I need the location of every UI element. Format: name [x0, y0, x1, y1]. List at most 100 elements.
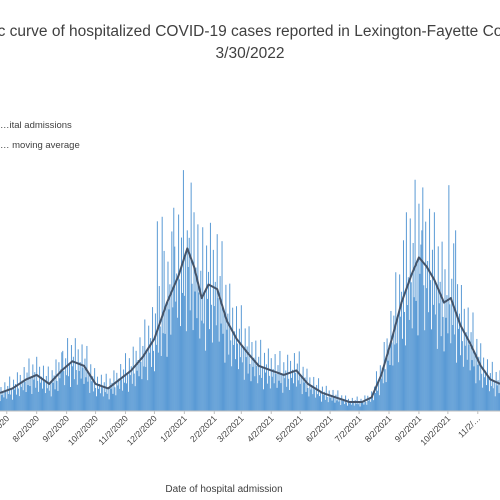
legend-label-admissions: …ital admissions — [0, 120, 72, 131]
daily-admissions-bar — [304, 377, 306, 411]
daily-admissions-bar — [88, 373, 90, 411]
daily-admissions-bar — [482, 387, 484, 411]
daily-admissions-bar — [171, 231, 173, 411]
daily-admissions-bar — [375, 371, 377, 411]
daily-admissions-bar — [284, 378, 286, 411]
daily-admissions-bar — [81, 344, 83, 411]
chart-subtitle-date: 3/30/2022 — [216, 45, 285, 62]
daily-admissions-bar — [264, 372, 266, 411]
daily-admissions-bar — [214, 281, 216, 411]
x-tick-label: 4/2/2021 — [245, 413, 276, 444]
daily-admissions-bar — [173, 207, 175, 411]
daily-admissions-bar — [133, 373, 135, 411]
daily-admissions-bar — [44, 393, 46, 411]
daily-admissions-bar — [483, 357, 485, 411]
daily-admissions-bar — [262, 367, 264, 411]
daily-admissions-bar — [57, 390, 59, 411]
daily-admissions-bar — [134, 386, 136, 411]
daily-admissions-bar — [36, 356, 38, 411]
daily-admissions-bar — [72, 356, 74, 411]
daily-admissions-bar — [416, 261, 418, 411]
daily-admissions-bar — [320, 401, 322, 411]
daily-admissions-bar — [18, 396, 20, 411]
daily-admissions-bar — [347, 398, 349, 411]
daily-admissions-bar — [471, 360, 473, 411]
daily-admissions-bar — [200, 270, 202, 411]
daily-admissions-bar — [203, 323, 205, 411]
daily-admissions-bar — [308, 396, 310, 411]
daily-admissions-bar — [162, 333, 164, 411]
daily-admissions-bar — [283, 362, 285, 411]
daily-admissions-bar — [142, 345, 144, 411]
daily-admissions-bar — [357, 404, 359, 411]
daily-admissions-bar — [344, 404, 346, 411]
daily-admissions-bar — [95, 387, 97, 411]
daily-admissions-bar — [480, 343, 482, 411]
daily-admissions-bar — [22, 390, 24, 411]
daily-admissions-bar — [349, 401, 351, 411]
daily-admissions-bar — [352, 402, 354, 411]
daily-admissions-bar — [67, 338, 69, 411]
daily-admissions-bar — [445, 317, 447, 411]
daily-admissions-bar — [236, 343, 238, 411]
daily-admissions-bar — [417, 335, 419, 411]
daily-admissions-bar — [82, 367, 84, 411]
daily-admissions-bar — [169, 284, 171, 411]
daily-admissions-bar — [361, 402, 363, 411]
daily-admissions-bar — [342, 400, 344, 411]
legend-label-moving-average: … moving average — [0, 140, 80, 151]
daily-admissions-bar — [32, 364, 34, 411]
daily-admissions-bar — [272, 369, 274, 411]
daily-admissions-bar — [70, 345, 72, 411]
daily-admissions-bar — [430, 280, 432, 411]
daily-admissions-bar — [470, 332, 472, 411]
daily-admissions-bar — [174, 246, 176, 411]
daily-admissions-bar — [50, 396, 52, 411]
daily-admissions-bar — [83, 383, 85, 411]
daily-admissions-bar — [332, 389, 334, 411]
daily-admissions-bar — [192, 330, 194, 411]
daily-admissions-bar — [220, 323, 222, 411]
daily-admissions-bar — [421, 230, 423, 411]
daily-admissions-bar — [381, 367, 383, 411]
daily-admissions-bar — [402, 240, 404, 411]
daily-admissions-bar — [430, 329, 432, 411]
daily-admissions-bar — [251, 342, 253, 411]
daily-admissions-bar — [253, 357, 255, 411]
daily-admissions-bar — [0, 401, 1, 411]
daily-admissions-bar — [63, 370, 65, 411]
daily-admissions-bar — [41, 388, 43, 411]
daily-admissions-bar — [379, 365, 381, 411]
daily-admissions-bar — [418, 203, 420, 411]
daily-admissions-bar — [15, 394, 17, 411]
daily-admissions-bar — [302, 366, 304, 411]
daily-admissions-bar — [384, 369, 386, 411]
daily-admissions-bar — [152, 307, 154, 411]
daily-admissions-bar — [405, 212, 407, 411]
daily-admissions-bar — [303, 382, 305, 411]
daily-admissions-bar — [51, 370, 53, 411]
daily-admissions-bar — [461, 341, 463, 411]
x-tick-label: 12/2/2020 — [125, 413, 159, 447]
chart-legend: …ital admissions … moving average — [0, 120, 80, 151]
daily-admissions-bar — [292, 383, 294, 411]
daily-admissions-bar — [60, 369, 62, 411]
daily-admissions-bar — [294, 372, 296, 411]
daily-admissions-bar — [256, 365, 258, 411]
daily-admissions-bar — [138, 376, 140, 411]
daily-admissions-bar — [380, 378, 382, 411]
daily-admissions-bar — [112, 393, 114, 411]
x-tick-label: 2/2/2021 — [188, 413, 219, 444]
daily-admissions-bar — [139, 337, 141, 411]
daily-admissions-bar — [207, 298, 209, 411]
daily-admissions-bar — [98, 384, 100, 411]
daily-admissions-bar — [452, 325, 454, 411]
daily-admissions-bar — [238, 328, 240, 411]
daily-admissions-bar — [129, 375, 131, 411]
daily-admissions-bar — [16, 372, 18, 411]
daily-admissions-bar — [311, 385, 313, 411]
daily-admissions-bar — [395, 272, 397, 411]
daily-admissions-bar — [326, 397, 328, 411]
daily-admissions-bar — [228, 354, 230, 411]
